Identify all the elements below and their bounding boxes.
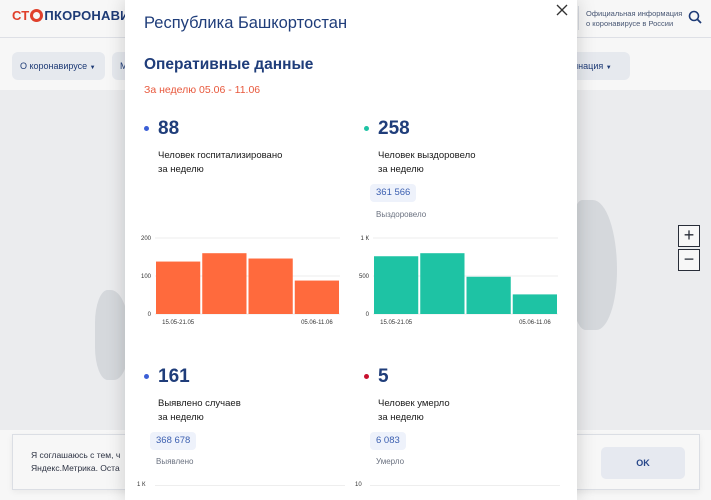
y-tick-label: 1 К: [361, 236, 370, 242]
cases-chart-gridline: [155, 485, 345, 486]
y-tick-label: 500: [359, 274, 370, 280]
total-badge: 368 678: [150, 432, 197, 450]
y-tick-label: 0: [148, 312, 152, 318]
official-info-link[interactable]: Официальная информация о коронавирусе в …: [586, 9, 682, 29]
hospitalized-bar-chart: 0 100 200 15.05-21.05 05.06-11.06: [141, 236, 340, 326]
chevron-down-icon: ▼: [89, 65, 96, 71]
bullet-dot: [364, 374, 369, 379]
stat-description: Человек умерло за неделю: [378, 397, 548, 425]
period-label: За неделю 05.06 - 11.06: [144, 84, 261, 96]
site-logo[interactable]: СТ ПКОРОНАВИ: [12, 8, 130, 23]
stat-recovered: 258 Человек выздоровело за неделю 361 56…: [364, 118, 564, 228]
zoom-in-button[interactable]: +: [678, 225, 700, 247]
nav-label: цинация: [568, 61, 604, 71]
y-tick-label: 100: [141, 274, 152, 280]
search-icon[interactable]: [688, 10, 702, 24]
stat-description: Человек госпитализировано за неделю: [158, 149, 328, 177]
modal-title: Республика Башкортостан: [144, 14, 348, 32]
total-label: Выздоровело: [376, 210, 427, 219]
recovered-bar-chart: 0 500 1 К 15.05-21.05 05.06-11.06: [359, 236, 558, 326]
bar: [248, 258, 293, 314]
section-title: Оперативные данные: [144, 56, 314, 73]
total-label: Выявлено: [156, 457, 194, 466]
total-badge: 6 083: [370, 432, 406, 450]
map-region: [572, 200, 617, 330]
cases-chart-top-tick: 1 К: [137, 482, 146, 488]
desc-line-2: за неделю: [378, 164, 424, 175]
bar: [202, 253, 247, 314]
zoom-out-button[interactable]: −: [678, 249, 700, 271]
desc-line-1: Человек госпитализировано: [158, 150, 283, 161]
region-modal: Республика Башкортостан Оперативные данн…: [125, 0, 577, 500]
nav-label: М: [120, 61, 128, 71]
map-region: [95, 290, 130, 380]
bar: [466, 276, 511, 314]
x-tick-label: 05.06-11.06: [301, 320, 333, 326]
plus-icon: +: [683, 225, 695, 245]
desc-line-1: Человек умерло: [378, 398, 450, 409]
bullet-dot: [364, 126, 369, 131]
close-icon[interactable]: [555, 3, 569, 17]
logo-text-left: СТ: [12, 8, 30, 23]
desc-line-2: за неделю: [158, 164, 204, 175]
y-tick-label: 200: [141, 236, 152, 242]
y-tick-label: 0: [366, 312, 370, 318]
bar: [156, 261, 201, 314]
bar: [294, 280, 339, 314]
stat-value: 88: [158, 118, 180, 139]
stat-description: Человек выздоровело за неделю: [378, 149, 548, 177]
bullet-dot: [144, 126, 149, 131]
total-badge: 361 566: [370, 184, 417, 202]
desc-line-1: Выявлено случаев: [158, 398, 241, 409]
desc-line-1: Человек выздоровело: [378, 150, 476, 161]
official-line-1: Официальная информация: [586, 9, 683, 18]
header-divider: [578, 6, 579, 30]
official-line-2: о коронавирусе в России: [586, 19, 674, 28]
x-tick-label: 15.05-21.05: [162, 320, 195, 326]
stat-value: 258: [378, 118, 410, 139]
virus-logo-icon: [30, 9, 44, 22]
stat-hospitalized: 88 Человек госпитализировано за неделю: [144, 118, 344, 178]
nav-label: О коронавирусе: [20, 61, 88, 71]
deaths-chart-top-tick: 10: [355, 482, 362, 488]
x-tick-label: 05.06-11.06: [519, 320, 551, 326]
stat-cases: 161 Выявлено случаев за неделю 368 678 В…: [144, 366, 344, 476]
stat-deaths: 5 Человек умерло за неделю 6 083 Умерло: [364, 366, 564, 476]
consent-text: Я соглашаюсь с тем, ч Яндекс.Метрика. Ос…: [31, 449, 131, 475]
chevron-down-icon: ▼: [605, 65, 612, 71]
logo-text-right: ПКОРОНАВИ: [44, 8, 130, 23]
stat-value: 161: [158, 366, 190, 387]
stat-description: Выявлено случаев за неделю: [158, 397, 328, 425]
ok-button[interactable]: OK: [601, 447, 685, 479]
minus-icon: −: [683, 249, 695, 269]
stat-value: 5: [378, 366, 389, 387]
desc-line-2: за неделю: [158, 412, 204, 423]
consent-line-2: Яндекс.Метрика. Оста: [31, 463, 120, 473]
total-label: Умерло: [376, 457, 405, 466]
consent-line-1: Я соглашаюсь с тем, ч: [31, 450, 121, 460]
deaths-chart-gridline: [370, 485, 560, 486]
bar: [420, 253, 465, 314]
bar: [512, 294, 557, 314]
bar: [374, 256, 419, 314]
x-tick-label: 15.05-21.05: [380, 320, 413, 326]
bullet-dot: [144, 374, 149, 379]
nav-about-coronavirus[interactable]: О коронавирусе ▼: [12, 52, 105, 80]
desc-line-2: за неделю: [378, 412, 424, 423]
